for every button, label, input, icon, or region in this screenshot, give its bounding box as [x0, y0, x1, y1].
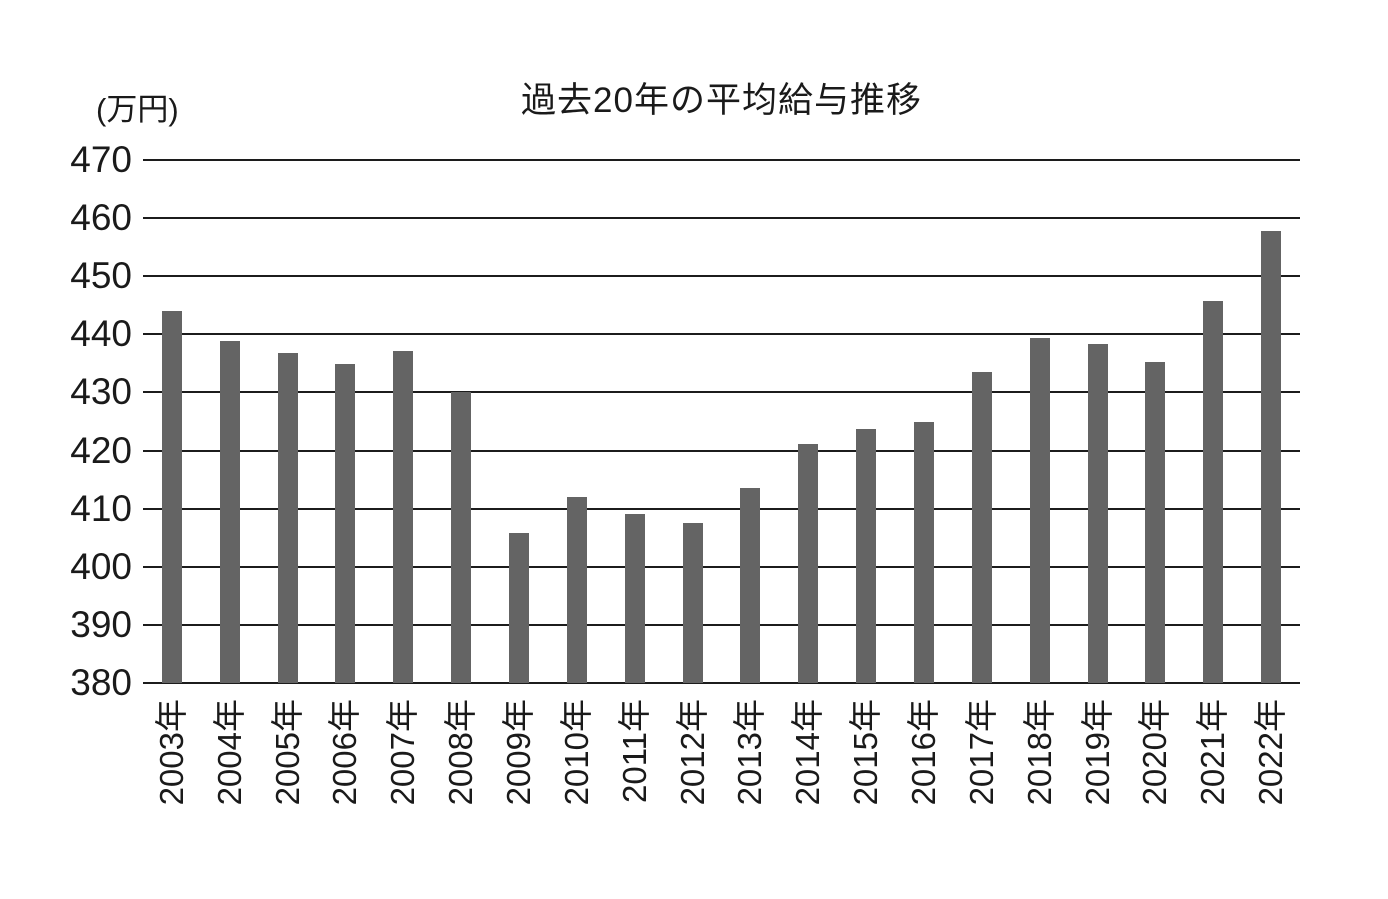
plot-area	[143, 159, 1300, 684]
y-tick-label-390: 390	[70, 603, 132, 645]
y-tick-label-460: 460	[70, 197, 132, 239]
y-tick-label-440: 440	[70, 313, 132, 355]
bar-2004年	[219, 340, 240, 683]
bar-2010年	[566, 497, 587, 683]
x-tick-label-2019年: 2019年	[1078, 699, 1116, 806]
x-tick-label-2006年: 2006年	[326, 699, 364, 806]
x-tick-label-2008年: 2008年	[442, 699, 480, 806]
x-tick-label-2005年: 2005年	[268, 699, 306, 806]
gridline-460	[143, 217, 1300, 220]
gridline-440	[143, 333, 1300, 336]
bar-2014年	[798, 444, 819, 683]
bar-2005年	[277, 352, 298, 683]
bar-2009年	[509, 533, 530, 683]
x-tick-label-2022年: 2022年	[1252, 699, 1290, 806]
x-tick-label-2021年: 2021年	[1194, 699, 1232, 806]
x-tick-label-2007年: 2007年	[384, 699, 422, 806]
y-tick-label-470: 470	[70, 139, 132, 180]
bar-2022年	[1261, 230, 1282, 683]
bar-2021年	[1203, 300, 1224, 683]
x-tick-label-2017年: 2017年	[962, 699, 1000, 806]
bar-2019年	[1087, 344, 1108, 683]
x-tick-label-2018年: 2018年	[1020, 699, 1058, 806]
bar-2003年	[161, 311, 182, 683]
bar-2020年	[1145, 361, 1166, 683]
y-tick-label-420: 420	[70, 429, 132, 471]
x-tick-label-2004年: 2004年	[210, 699, 248, 806]
bar-2017年	[971, 372, 992, 683]
gridline-450	[143, 275, 1300, 278]
y-tick-label-450: 450	[70, 255, 132, 297]
gridline-390	[143, 623, 1300, 626]
x-tick-label-2010年: 2010年	[557, 699, 595, 806]
x-tick-label-2015年: 2015年	[847, 699, 885, 806]
x-tick-label-2012年: 2012年	[673, 699, 711, 806]
bar-2015年	[856, 429, 877, 683]
x-tick-label-2016年: 2016年	[904, 699, 942, 806]
y-tick-label-430: 430	[70, 371, 132, 413]
x-tick-label-2003年: 2003年	[152, 699, 190, 806]
bar-2016年	[913, 422, 934, 683]
bar-2006年	[335, 363, 356, 683]
bar-2007年	[393, 350, 414, 683]
x-axis-tick-labels: 2003年 2004年 2005年 2006年 2007年 2008年 2009年 2010年…	[143, 699, 1300, 829]
y-tick-label-410: 410	[70, 487, 132, 529]
bar-2012年	[682, 522, 703, 683]
chart-title: 過去20年の平均給与推移	[521, 81, 922, 120]
x-tick-label-2009年: 2009年	[500, 699, 538, 806]
bar-2018年	[1029, 337, 1050, 683]
x-tick-label-2014年: 2014年	[789, 699, 827, 806]
gridline-430	[143, 391, 1300, 394]
bar-2011年	[624, 514, 645, 683]
gridline-380	[143, 682, 1300, 684]
gridline-400	[143, 565, 1300, 568]
bar-2013年	[740, 488, 761, 683]
y-tick-label-380: 380	[70, 662, 132, 703]
y-axis-unit-label: (万円)	[96, 92, 179, 127]
y-tick-label-400: 400	[70, 545, 132, 587]
gridline-410	[143, 507, 1300, 510]
x-tick-label-2020年: 2020年	[1136, 699, 1174, 806]
gridline-420	[143, 449, 1300, 452]
x-tick-label-2011年: 2011年	[615, 699, 653, 803]
x-tick-label-2013年: 2013年	[731, 699, 769, 806]
gridline-470	[143, 159, 1300, 161]
bar-2008年	[451, 392, 472, 683]
